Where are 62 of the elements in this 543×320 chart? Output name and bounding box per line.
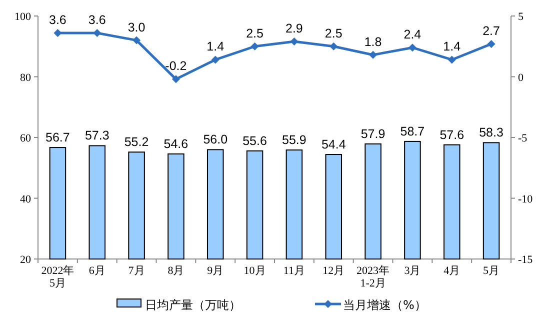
y-tick-label: 60 [20, 132, 32, 144]
data-label: 3.0 [128, 20, 146, 34]
x-tick-label: 3月 [404, 265, 421, 277]
data-label: 2.4 [404, 28, 422, 42]
data-label: 1.4 [443, 40, 461, 54]
point [132, 36, 141, 44]
point [211, 56, 220, 64]
x-tick-label: 6月 [88, 265, 106, 277]
data-label: 2.9 [286, 22, 303, 36]
legend-label: 日均产量（万吨） [145, 298, 241, 312]
point [408, 44, 416, 52]
data-label: 56.0 [203, 132, 228, 147]
data-label: 55.6 [242, 134, 267, 148]
y-tick-label: 40 [20, 193, 32, 206]
data-label: 1.4 [206, 40, 224, 54]
data-label: 54.4 [321, 138, 346, 152]
y2-tick-label: -15 [518, 254, 534, 266]
data-label: 1.8 [364, 34, 382, 49]
y2-tick-label: -5 [518, 132, 528, 144]
point [330, 42, 338, 50]
point [172, 75, 180, 84]
data-label: -0.2 [165, 59, 187, 74]
data-label: 2.5 [324, 26, 342, 40]
x-tick-label: 2022年 5月 [41, 265, 74, 290]
legend-label: 当月增速（%） [343, 298, 426, 312]
x-tick-label: 5月 [483, 265, 500, 277]
data-label: 58.7 [400, 124, 425, 138]
data-label: 58.3 [479, 126, 504, 140]
y2-tick-label: 5 [518, 11, 524, 23]
data-label: 3.6 [88, 13, 106, 28]
data-label: 2.7 [482, 24, 500, 38]
data-label: 55.2 [124, 135, 149, 150]
x-tick-label: 12月 [322, 265, 345, 277]
point [54, 29, 62, 38]
x-tick-label: 8月 [168, 265, 184, 277]
data-label: 2.5 [246, 26, 264, 40]
data-label: 55.9 [282, 132, 306, 147]
data-label: 3.6 [49, 13, 66, 28]
data-label: 57.6 [440, 128, 464, 142]
point [290, 38, 298, 46]
point [448, 56, 456, 64]
y-tick-label: 20 [20, 254, 32, 266]
x-tick-label: 10月 [244, 265, 266, 277]
data-label: 57.3 [84, 128, 110, 143]
data-label: 54.6 [164, 136, 188, 151]
legend-item: 日均产量（万吨） [116, 298, 241, 312]
y2-tick-label: -10 [518, 193, 534, 206]
x-tick-label: 7月 [128, 265, 145, 277]
x-tick-label: 4月 [444, 265, 460, 277]
point [250, 42, 259, 50]
y-tick-label: 100 [14, 11, 32, 23]
point [93, 29, 102, 38]
y-tick-label: 80 [20, 72, 32, 84]
x-tick-label: 11月 [283, 265, 306, 277]
x-tick-label: 9月 [207, 265, 224, 277]
legend-item: 当月增速（%） [315, 298, 426, 312]
data-label: 56.7 [46, 130, 70, 145]
point [487, 40, 496, 48]
point [369, 50, 378, 59]
y2-tick-label: 0 [518, 72, 524, 84]
x-tick-label: 2023年 1-2月 [356, 265, 390, 290]
data-label: 57.9 [360, 126, 386, 141]
